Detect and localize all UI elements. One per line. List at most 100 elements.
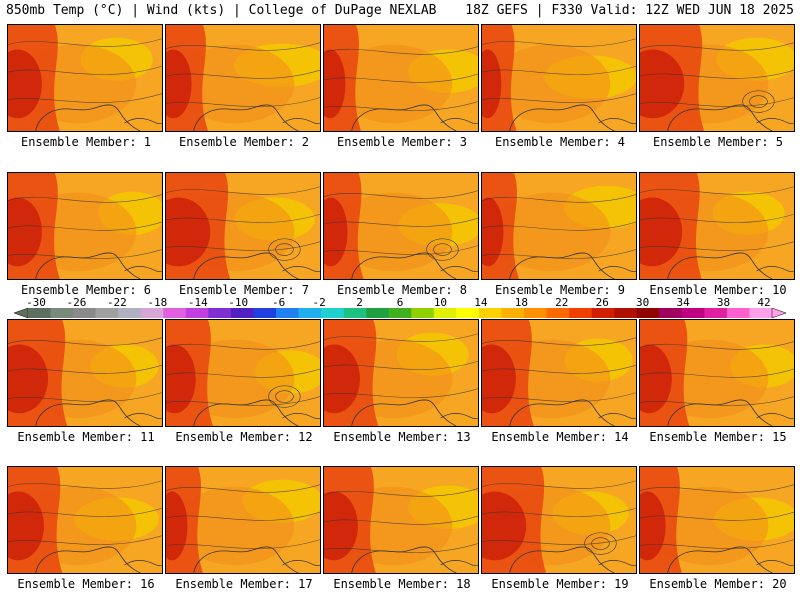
temperature-field: [166, 25, 320, 131]
colorbar-swatch: [681, 308, 705, 318]
colorbar-swatch: [276, 308, 299, 318]
ensemble-member-caption: Ensemble Member: 6: [20, 283, 152, 297]
colorbar-swatch: [749, 308, 773, 318]
ensemble-member-caption: Ensemble Member: 16: [17, 577, 155, 591]
colorbar-swatch: [343, 308, 367, 318]
ensemble-member-map: [165, 466, 321, 574]
ensemble-member-caption: Ensemble Member: 14: [491, 430, 629, 444]
colorbar-swatch: [95, 308, 119, 318]
colorbar-swatch: [433, 308, 457, 318]
ensemble-member-map: [481, 466, 637, 574]
colorbar-swatch: [208, 308, 232, 318]
colorbar-tick-label: 18: [514, 296, 528, 309]
ensemble-member-map: [323, 466, 479, 574]
header-valid-time: 18Z GEFS | F330 Valid: 12Z WED JUN 18 20…: [465, 3, 794, 18]
temperature-field: [482, 25, 636, 131]
colorbar-swatch: [704, 308, 728, 318]
ensemble-member-caption: Ensemble Member: 4: [494, 135, 626, 149]
colorbar-swatch: [411, 308, 435, 318]
ensemble-member-map: [481, 172, 637, 280]
colorbar-tick-label: -14: [187, 296, 208, 309]
colorbar-swatch: [321, 308, 344, 318]
colorbar-swatch: [501, 308, 525, 318]
ensemble-member-map: [7, 24, 163, 132]
ensemble-member-caption: Ensemble Member: 2: [178, 135, 310, 149]
colorbar-swatch: [659, 308, 683, 318]
ensemble-member-caption: Ensemble Member: 17: [175, 577, 313, 591]
colorbar-scale: [14, 308, 786, 318]
ensemble-member-caption: Ensemble Member: 12: [175, 430, 313, 444]
colorbar-swatch: [50, 308, 74, 318]
temperature-field: [166, 467, 320, 573]
ensemble-member-caption: Ensemble Member: 15: [649, 430, 787, 444]
colorbar-swatch: [298, 308, 322, 318]
colorbar-tick-label: 38: [716, 296, 731, 309]
ensemble-member-caption: Ensemble Member: 5: [652, 135, 784, 149]
ensemble-member-caption: Ensemble Member: 8: [336, 283, 468, 297]
ensemble-member-caption: Ensemble Member: 20: [649, 577, 787, 591]
temperature-field: [324, 25, 478, 131]
temperature-field: [640, 320, 794, 426]
ensemble-member-caption: Ensemble Member: 10: [649, 283, 787, 297]
colorbar-labels: -30 -26 -22 -18 -14 -10 -6 -2 2 6 10 14 18 22 26 30 34 38…: [14, 296, 786, 309]
ensemble-member-caption: Ensemble Member: 3: [336, 135, 468, 149]
ensemble-member-caption: Ensemble Member: 11: [17, 430, 155, 444]
colorbar-swatch: [524, 308, 547, 318]
ensemble-member-map: [165, 172, 321, 280]
temperature-field: [640, 173, 794, 279]
ensemble-member-map: [639, 466, 795, 574]
colorbar-tick-label: 30: [636, 296, 650, 309]
colorbar-tick-label: 26: [595, 296, 609, 309]
colorbar-swatch: [456, 308, 480, 318]
ensemble-member-caption: Ensemble Member: 1: [20, 135, 152, 149]
temperature-field: [8, 320, 162, 426]
colorbar-swatch: [726, 308, 750, 318]
ensemble-member-caption: Ensemble Member: 7: [178, 283, 310, 297]
ensemble-member-map: [165, 319, 321, 427]
colorbar-tick-label: -2: [312, 296, 326, 309]
ensemble-member-caption: Ensemble Member: 18: [333, 577, 471, 591]
temperature-field: [324, 320, 478, 426]
ensemble-member-map: [7, 466, 163, 574]
colorbar-swatch: [163, 308, 187, 318]
temperature-field: [482, 467, 636, 573]
ensemble-member-map: [323, 24, 479, 132]
colorbar-tick-label: 10: [433, 296, 448, 309]
colorbar-swatch: [366, 308, 390, 318]
colorbar-tick-label: -22: [106, 296, 127, 309]
colorbar-swatch: [73, 308, 96, 318]
colorbar-swatch: [591, 308, 615, 318]
colorbar-tick-label: 6: [396, 296, 404, 309]
colorbar-swatch: [636, 308, 660, 318]
ensemble-member-map: [323, 172, 479, 280]
colorbar-tick-label: -6: [272, 296, 286, 309]
temperature-field: [8, 467, 162, 573]
colorbar-tick-label: -18: [147, 296, 168, 309]
ensemble-member-map: [481, 319, 637, 427]
colorbar-swatch: [614, 308, 638, 318]
temperature-field: [324, 467, 478, 573]
ensemble-member-caption: Ensemble Member: 9: [494, 283, 626, 297]
colorbar-swatch: [230, 308, 254, 318]
colorbar-tick-label: -30: [26, 296, 46, 309]
temperature-field: [324, 173, 478, 279]
ensemble-member-map: [481, 24, 637, 132]
colorbar-swatch: [546, 308, 570, 318]
ensemble-member-map: [639, 24, 795, 132]
colorbar-swatch: [28, 308, 51, 318]
ensemble-member-map: [7, 319, 163, 427]
temperature-field: [166, 320, 320, 426]
colorbar-tick-label: 42: [757, 296, 771, 309]
header-title: 850mb Temp (°C) | Wind (kts) | College o…: [6, 3, 437, 18]
ensemble-member-map: [165, 24, 321, 132]
ensemble-member-map: [7, 172, 163, 280]
colorbar-tick-label: 34: [676, 296, 690, 309]
colorbar-tick-label: 14: [474, 296, 488, 309]
temperature-field: [482, 320, 636, 426]
colorbar-tick-label: 22: [555, 296, 569, 309]
colorbar-swatch: [118, 308, 142, 318]
colorbar-swatch: [478, 308, 502, 318]
colorbar-tick-label: -10: [228, 296, 249, 309]
colorbar-tick-label: -26: [66, 296, 87, 309]
ensemble-member-caption: Ensemble Member: 19: [491, 577, 629, 591]
